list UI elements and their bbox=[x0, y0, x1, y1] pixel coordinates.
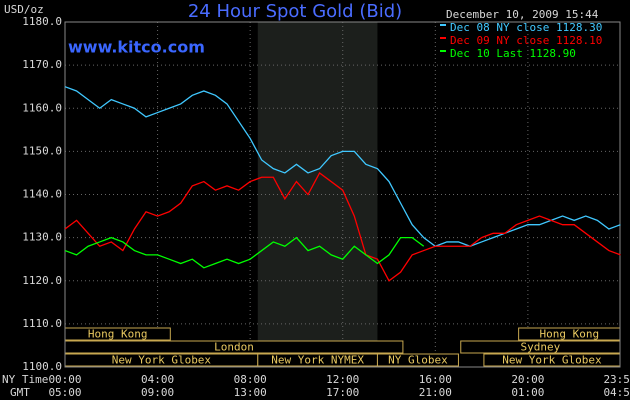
y-axis-label: USD/oz bbox=[4, 3, 44, 16]
x2-tick-label: 04:59 bbox=[603, 386, 630, 399]
legend-swatch bbox=[440, 24, 446, 26]
x2-tick-label: 09:00 bbox=[141, 386, 174, 399]
x-tick-label: 16:00 bbox=[419, 373, 452, 386]
x2-tick-label: 21:00 bbox=[419, 386, 452, 399]
x-tick-label: 08:00 bbox=[234, 373, 267, 386]
x2-tick-label: 01:00 bbox=[511, 386, 544, 399]
x-tick-label: 12:00 bbox=[326, 373, 359, 386]
legend-label: Dec 08 NY close 1128.30 bbox=[450, 21, 602, 34]
x-row-label: NY Time bbox=[2, 373, 48, 386]
plot-frame bbox=[64, 21, 621, 368]
y-tick-label: 1130.0 bbox=[22, 231, 62, 244]
x2-tick-label: 13:00 bbox=[234, 386, 267, 399]
legend-label: Dec 09 NY close 1128.10 bbox=[450, 34, 602, 47]
y-tick-label: 1180.0 bbox=[22, 15, 62, 28]
legend-label: Dec 10 Last 1128.90 bbox=[450, 47, 576, 60]
timestamp: December 10, 2009 15:44 bbox=[446, 8, 599, 21]
session-label: Hong Kong bbox=[540, 328, 600, 341]
x-tick-label: 23:59 bbox=[603, 373, 630, 386]
y-tick-label: 1150.0 bbox=[22, 144, 62, 157]
site: www.kitco.com bbox=[68, 38, 205, 57]
y-tick-label: 1110.0 bbox=[22, 317, 62, 330]
y-tick-label: 1100.0 bbox=[22, 360, 62, 373]
series-line bbox=[64, 86, 621, 247]
x2-tick-label: 05:00 bbox=[48, 386, 81, 399]
x2-row-label: GMT bbox=[10, 386, 30, 399]
session-label: Sydney bbox=[521, 341, 561, 354]
session-label: NY Globex bbox=[388, 354, 448, 367]
chart-title: 24 Hour Spot Gold (Bid) bbox=[188, 1, 402, 22]
session-label: New York NYMEX bbox=[271, 354, 364, 367]
session-label: London bbox=[214, 341, 254, 354]
x2-tick-label: 17:00 bbox=[326, 386, 359, 399]
x-tick-label: 04:00 bbox=[141, 373, 174, 386]
session-label: New York Globex bbox=[112, 354, 212, 367]
y-tick-label: 1140.0 bbox=[22, 188, 62, 201]
x-tick-label: 00:00 bbox=[48, 373, 81, 386]
series-line bbox=[64, 171, 621, 282]
session-label: Hong Kong bbox=[88, 328, 148, 341]
y-tick-label: 1120.0 bbox=[22, 274, 62, 287]
series-line bbox=[64, 236, 425, 269]
y-tick-label: 1170.0 bbox=[22, 58, 62, 71]
legend-swatch bbox=[440, 50, 446, 52]
x-tick-label: 20:00 bbox=[511, 373, 544, 386]
session-label: New York Globex bbox=[502, 354, 602, 367]
y-tick-label: 1160.0 bbox=[22, 101, 62, 114]
session-bar bbox=[376, 353, 459, 367]
legend-swatch bbox=[440, 37, 446, 39]
